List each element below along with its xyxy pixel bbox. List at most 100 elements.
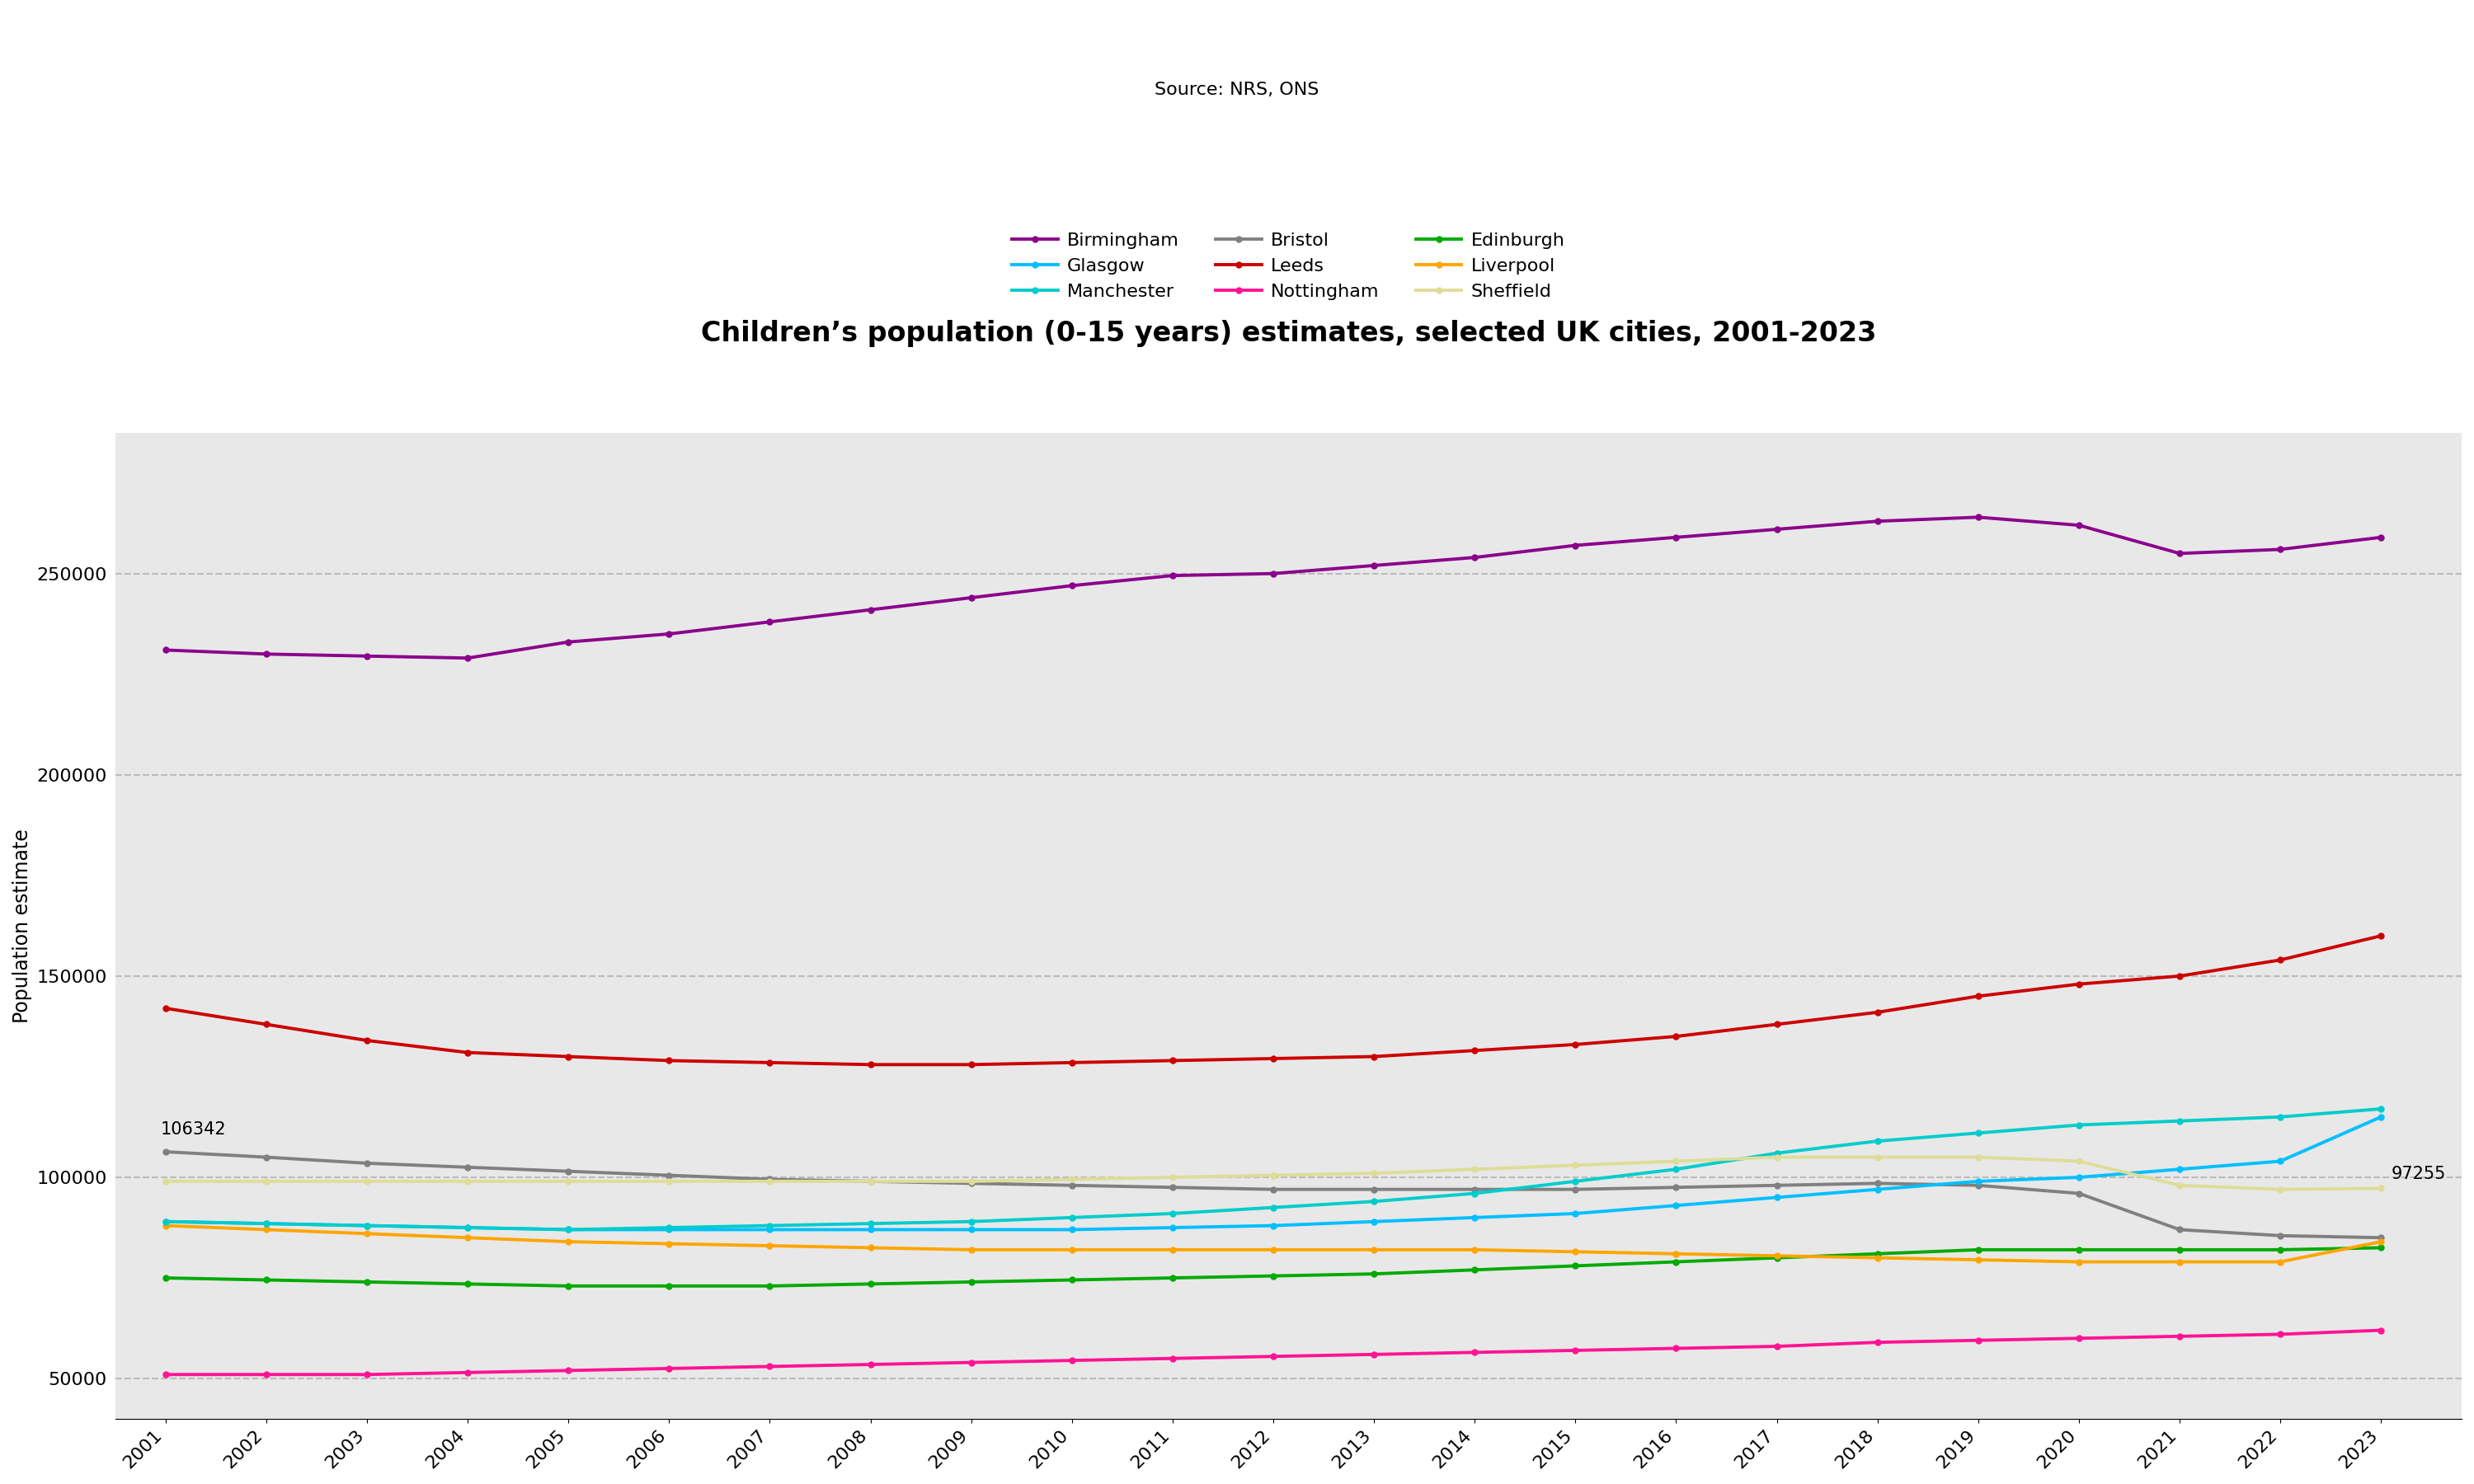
Edinburgh	[1056, 1270, 1086, 1288]
Birmingham	[151, 641, 181, 659]
Title: Children’s population (0-15 years) estimates, selected UK cities, 2001-2023: Children’s population (0-15 years) estim…	[700, 319, 1875, 347]
Line: Manchester: Manchester	[163, 1106, 2385, 1233]
Birmingham	[1660, 528, 1690, 546]
Leeds	[1863, 1003, 1893, 1021]
Bristol	[1056, 1177, 1086, 1195]
Sheffield	[1460, 1160, 1489, 1178]
Liverpool	[957, 1241, 987, 1258]
Birmingham	[1761, 521, 1791, 539]
Glasgow	[2165, 1160, 2194, 1178]
Birmingham	[2266, 540, 2296, 558]
Manchester	[1158, 1205, 1188, 1223]
Manchester	[856, 1215, 886, 1233]
Sheffield	[856, 1172, 886, 1190]
Leeds	[653, 1052, 683, 1070]
Birmingham	[1259, 564, 1289, 582]
Edinburgh	[1660, 1252, 1690, 1270]
Manchester	[1358, 1193, 1388, 1211]
Liverpool	[1561, 1244, 1591, 1261]
Leeds	[1158, 1052, 1188, 1070]
Bristol	[1561, 1180, 1591, 1198]
Leeds	[1460, 1042, 1489, 1060]
Leeds	[554, 1048, 584, 1066]
Liverpool	[1964, 1251, 1994, 1269]
Glasgow	[1863, 1180, 1893, 1198]
Sheffield	[1964, 1149, 1994, 1166]
Leeds	[351, 1031, 381, 1049]
Nottingham	[2063, 1330, 2093, 1347]
Bristol	[1259, 1180, 1289, 1198]
Line: Sheffield: Sheffield	[163, 1155, 2385, 1192]
Bristol	[1460, 1180, 1489, 1198]
Nottingham	[2165, 1327, 2194, 1345]
Edinburgh	[252, 1270, 282, 1288]
Manchester	[151, 1212, 181, 1230]
Birmingham	[755, 613, 784, 631]
Sheffield	[1863, 1149, 1893, 1166]
Glasgow	[151, 1212, 181, 1230]
Liverpool	[2063, 1252, 2093, 1270]
Glasgow	[2365, 1109, 2395, 1126]
Edinburgh	[2165, 1241, 2194, 1258]
Sheffield	[1561, 1156, 1591, 1174]
Birmingham	[856, 601, 886, 619]
Birmingham	[453, 649, 482, 666]
Glasgow	[856, 1221, 886, 1239]
Sheffield	[252, 1172, 282, 1190]
Line: Birmingham: Birmingham	[163, 515, 2385, 660]
Liverpool	[1358, 1241, 1388, 1258]
Liverpool	[453, 1229, 482, 1247]
Liverpool	[252, 1221, 282, 1239]
Glasgow	[351, 1217, 381, 1235]
Sheffield	[2165, 1177, 2194, 1195]
Edinburgh	[2365, 1239, 2395, 1257]
Bristol	[554, 1162, 584, 1180]
Edinburgh	[2063, 1241, 2093, 1258]
Nottingham	[151, 1365, 181, 1383]
Sheffield	[1259, 1166, 1289, 1184]
Manchester	[653, 1218, 683, 1236]
Sheffield	[1761, 1149, 1791, 1166]
Sheffield	[554, 1172, 584, 1190]
Leeds	[1660, 1027, 1690, 1045]
Liverpool	[653, 1235, 683, 1252]
Manchester	[1460, 1184, 1489, 1202]
Liverpool	[351, 1224, 381, 1242]
Glasgow	[2063, 1168, 2093, 1186]
Line: Edinburgh: Edinburgh	[163, 1245, 2385, 1288]
Birmingham	[653, 625, 683, 643]
Manchester	[2165, 1112, 2194, 1129]
Leeds	[755, 1054, 784, 1071]
Glasgow	[1561, 1205, 1591, 1223]
Edinburgh	[151, 1269, 181, 1287]
Nottingham	[1056, 1352, 1086, 1370]
Nottingham	[351, 1365, 381, 1383]
Liverpool	[1761, 1247, 1791, 1264]
Liverpool	[1158, 1241, 1188, 1258]
Leeds	[1561, 1036, 1591, 1054]
Manchester	[252, 1215, 282, 1233]
Birmingham	[957, 589, 987, 607]
Sheffield	[2063, 1152, 2093, 1169]
Liverpool	[2266, 1252, 2296, 1270]
Birmingham	[554, 634, 584, 651]
Manchester	[2365, 1100, 2395, 1117]
Nottingham	[755, 1358, 784, 1376]
Nottingham	[1863, 1334, 1893, 1352]
Birmingham	[252, 646, 282, 663]
Leeds	[2063, 975, 2093, 993]
Bristol	[653, 1166, 683, 1184]
Bristol	[2063, 1184, 2093, 1202]
Manchester	[1761, 1144, 1791, 1162]
Birmingham	[351, 647, 381, 665]
Liverpool	[1259, 1241, 1289, 1258]
Leeds	[856, 1055, 886, 1073]
Leeds	[1964, 987, 1994, 1005]
Manchester	[1660, 1160, 1690, 1178]
Bristol	[151, 1143, 181, 1160]
Leeds	[2266, 951, 2296, 969]
Nottingham	[252, 1365, 282, 1383]
Bristol	[351, 1155, 381, 1172]
Birmingham	[2165, 545, 2194, 562]
Edinburgh	[957, 1273, 987, 1291]
